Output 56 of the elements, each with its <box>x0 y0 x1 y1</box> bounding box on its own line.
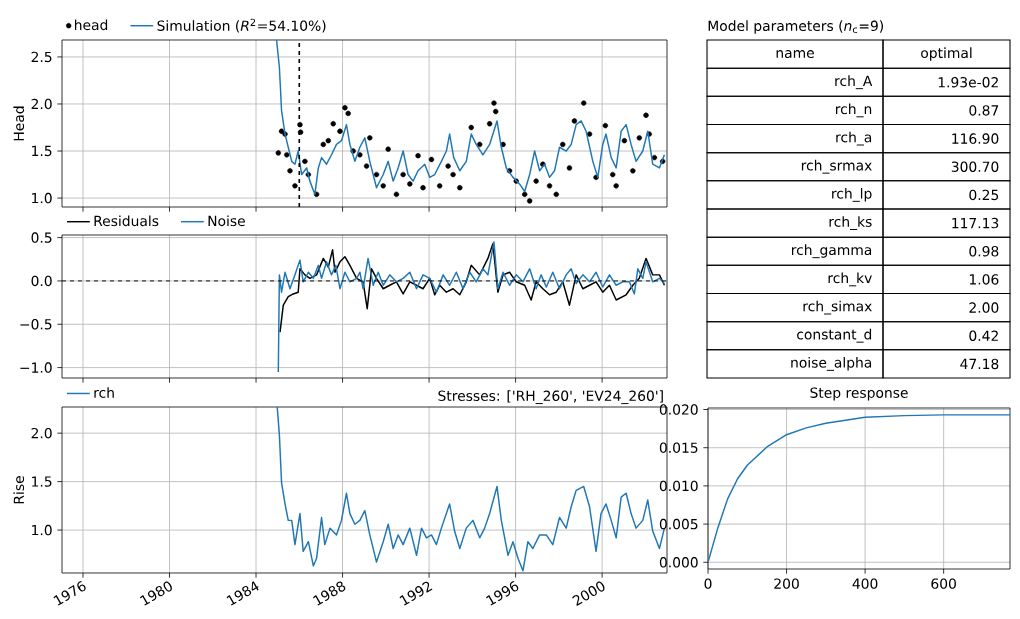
category-label: rch_a <box>836 131 872 146</box>
y-tick-label: 1.0 <box>32 192 52 204</box>
line-series <box>275 40 666 196</box>
line-series <box>277 241 666 373</box>
text: 117.13 <box>952 217 999 229</box>
y-tick-label: −1.0 <box>20 362 52 373</box>
x-tick-label: 200 <box>774 578 799 589</box>
text: 2.00 <box>969 302 999 313</box>
y-tick-label: 0.5 <box>31 232 52 243</box>
category-label: constant_d <box>797 328 872 343</box>
text: 1.93e-02 <box>938 77 998 88</box>
y-tick-label: −0.5 <box>20 319 52 330</box>
y-tick-label: 0.0 <box>31 275 52 287</box>
y-tick-label: 1.5 <box>32 476 52 487</box>
text: 300.70 <box>951 161 999 172</box>
y-tick-label: 2.0 <box>31 98 52 110</box>
y-tick-label: 0.020 <box>659 404 698 415</box>
legend-label: Noise <box>208 215 245 227</box>
chart-title: Step response <box>810 387 908 401</box>
text: Model parameters (n$_{c}$=9) <box>708 20 884 34</box>
category-label: rch_lp <box>832 188 872 202</box>
x-tick-label: 400 <box>852 578 878 589</box>
text: 0.42 <box>969 330 998 341</box>
y-tick-label: 0.000 <box>659 557 698 568</box>
x-tick-label: 0 <box>704 578 712 589</box>
text: 0.25 <box>969 189 999 201</box>
category-label: rch_simax <box>803 300 872 315</box>
text: 47.18 <box>960 358 999 370</box>
y-tick-label: 0.010 <box>659 480 698 492</box>
y-tick-label: 1.5 <box>32 145 52 157</box>
text: Stresses: ['RH_260', 'EV24_260'] <box>438 390 663 405</box>
y-tick-label: 1.0 <box>32 524 52 536</box>
y-axis-title: Rise <box>13 476 25 504</box>
y-tick-label: 2.0 <box>31 427 52 439</box>
text: 0.98 <box>969 246 999 257</box>
category-label: rch_n <box>836 103 872 118</box>
text: 0.87 <box>969 105 999 116</box>
category-label: rch_ks <box>829 216 872 230</box>
category-label: rch_kv <box>828 272 872 287</box>
text: 116.90 <box>952 133 999 144</box>
text: name <box>776 50 814 59</box>
category-label: rch_srmax <box>801 159 872 174</box>
y-tick-label: 0.015 <box>659 442 698 453</box>
category-label: noise_alpha <box>791 357 872 371</box>
y-tick-label: 0.005 <box>659 518 698 530</box>
category-label: rch_gamma <box>792 244 872 259</box>
y-axis-title: Head <box>13 106 25 141</box>
category-label: rch_A <box>835 75 873 90</box>
text: 1.06 <box>969 274 999 285</box>
legend-label: Residuals <box>94 215 159 227</box>
legend-label: rch <box>94 387 114 398</box>
legend-label: Simulation (R$^{2}$=54.10%) <box>157 18 326 33</box>
text: optimal <box>921 47 972 61</box>
y-tick-label: 2.5 <box>31 51 52 63</box>
x-tick-label: 600 <box>931 578 956 589</box>
legend-label: head <box>74 19 108 31</box>
